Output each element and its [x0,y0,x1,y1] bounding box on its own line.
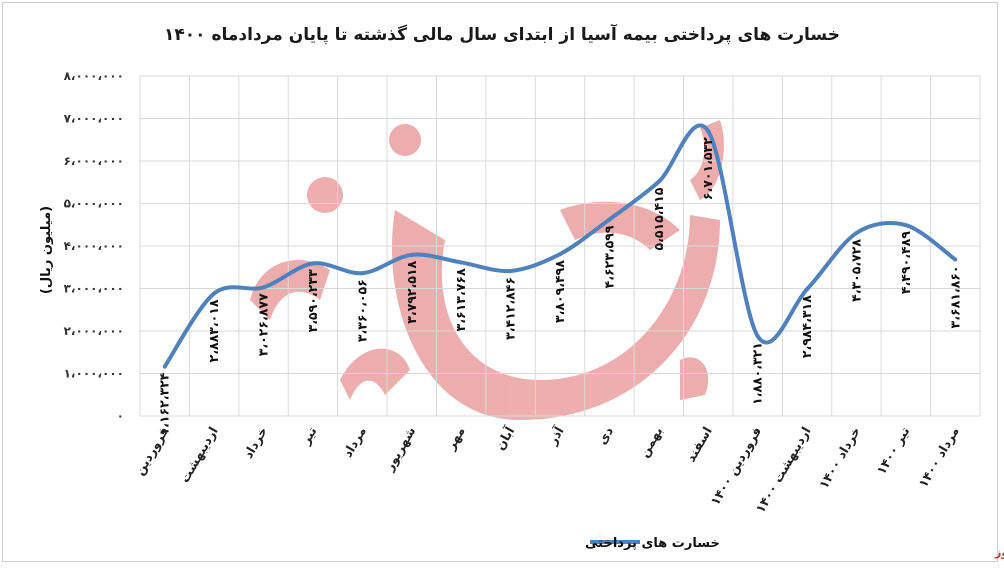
data-point [212,291,217,296]
x-tick-label: آذر [544,423,567,447]
series-layer [162,123,958,369]
data-point [607,217,612,222]
data-label: ۳،۸۰۹،۴۹۸ [552,260,567,323]
x-tick-label: مرداد ۱۴۰۰ [915,424,962,490]
y-tick-label: ۳،۰۰۰،۰۰۰ [64,282,124,296]
source-label: بورس نیوز [994,546,1004,559]
x-tick-label: اسفند [683,424,715,464]
data-label: ۲،۹۸۴،۳۱۸ [799,295,814,358]
x-tick-label: فروردین [132,424,172,478]
data-label: ۳،۴۱۲،۸۴۶ [503,277,518,340]
data-point [903,223,908,228]
data-label: ۳،۵۹۰،۲۳۳ [305,269,320,332]
x-tick-label: بهمن [636,424,665,460]
data-label: ۴،۶۲۳،۵۹۹ [601,225,616,288]
data-point [261,285,266,290]
x-tick-label: تیر [297,424,319,448]
data-point [805,287,810,292]
data-label: ۱،۱۶۲،۳۲۴ [157,372,172,435]
x-tick-label: خرداد [240,424,270,461]
data-point [508,268,513,273]
x-axis: فروردین اردیبهشت خرداد تیر مرداد شهریور مهر آبا… [132,423,962,515]
data-label: ۲،۸۸۳،۰۱۸ [206,299,221,362]
x-tick-label: خرداد ۱۴۰۰ [816,424,863,491]
data-point [656,179,661,184]
y-tick-label: ۴،۰۰۰،۰۰۰ [64,239,124,253]
gridlines [139,75,981,417]
data-point [558,252,562,257]
data-labels: ۱،۱۶۲،۳۲۴ ۲،۸۸۳،۰۱۸ ۳،۰۲۶،۸۷۷ ۳،۵۹۰،۲۳۳ ۳،۳۶… [157,137,963,436]
data-point [360,271,365,276]
data-label: ۳،۶۱۳،۷۶۸ [453,268,468,331]
x-tick-label: مرداد [340,424,369,460]
data-point [854,231,859,236]
chart-title: خسارت های پرداختی بیمه آسیا از ابتدای سا… [164,23,840,45]
legend: خسارت های پرداختی [585,536,720,551]
y-axis: ۰ ۱،۰۰۰،۰۰۰ ۲،۰۰۰،۰۰۰ ۳،۰۰۰،۰۰۰ ۴،۰۰۰،۰۰۰ ۵،۰… [64,69,124,423]
x-tick-label: فروردین ۱۴۰۰ [707,424,764,508]
x-tick-label: تیر ۱۴۰۰ [873,424,912,477]
series-line [163,123,957,368]
data-point [310,261,315,266]
y-tick-label: ۵،۰۰۰،۰۰۰ [64,197,124,211]
data-point [755,334,760,339]
data-point [409,252,414,257]
data-label: ۴،۳۰۵،۷۲۸ [848,239,863,302]
data-label: ۳،۰۲۶،۸۷۷ [256,293,271,356]
data-label: ۳،۷۹۲،۵۱۸ [404,260,419,323]
data-label: ۱،۸۸۰،۳۲۱ [750,342,765,405]
data-label: ۴،۴۹۰،۴۸۹ [898,231,913,294]
x-tick-label: آبان [492,423,518,452]
y-axis-label: (میلیون ریال) [39,206,54,294]
y-tick-label: ۶،۰۰۰،۰۰۰ [64,154,124,168]
x-tick-label: شهریور [381,424,419,474]
y-tick-label: ۷،۰۰۰،۰۰۰ [64,112,124,126]
data-label: ۳،۶۸۱،۸۶۰ [947,266,962,329]
y-tick-label: ۲،۰۰۰،۰۰۰ [64,324,124,338]
legend-label: خسارت های پرداختی [585,536,720,551]
x-tick-label: مهر [442,424,467,453]
x-tick-label: اردیبهشت ۱۴۰۰ [752,424,813,515]
data-label: ۵،۵۱۵،۴۱۵ [651,187,666,250]
y-tick-label: ۱،۰۰۰،۰۰۰ [64,367,124,381]
data-label: ۶،۷۰۱،۵۳۲ [700,137,715,200]
watermark-logo [250,120,724,420]
y-tick-label: ۸،۰۰۰،۰۰۰ [64,69,124,83]
data-label: ۳،۳۶۰،۰۵۶ [354,279,369,342]
y-tick-label: ۰ [117,409,124,423]
x-tick-label: اردیبهشت [177,424,221,485]
data-point [162,364,167,369]
data-point [459,260,464,265]
x-tick-label: دی [594,424,616,447]
data-point [706,129,711,134]
data-point [953,257,958,262]
